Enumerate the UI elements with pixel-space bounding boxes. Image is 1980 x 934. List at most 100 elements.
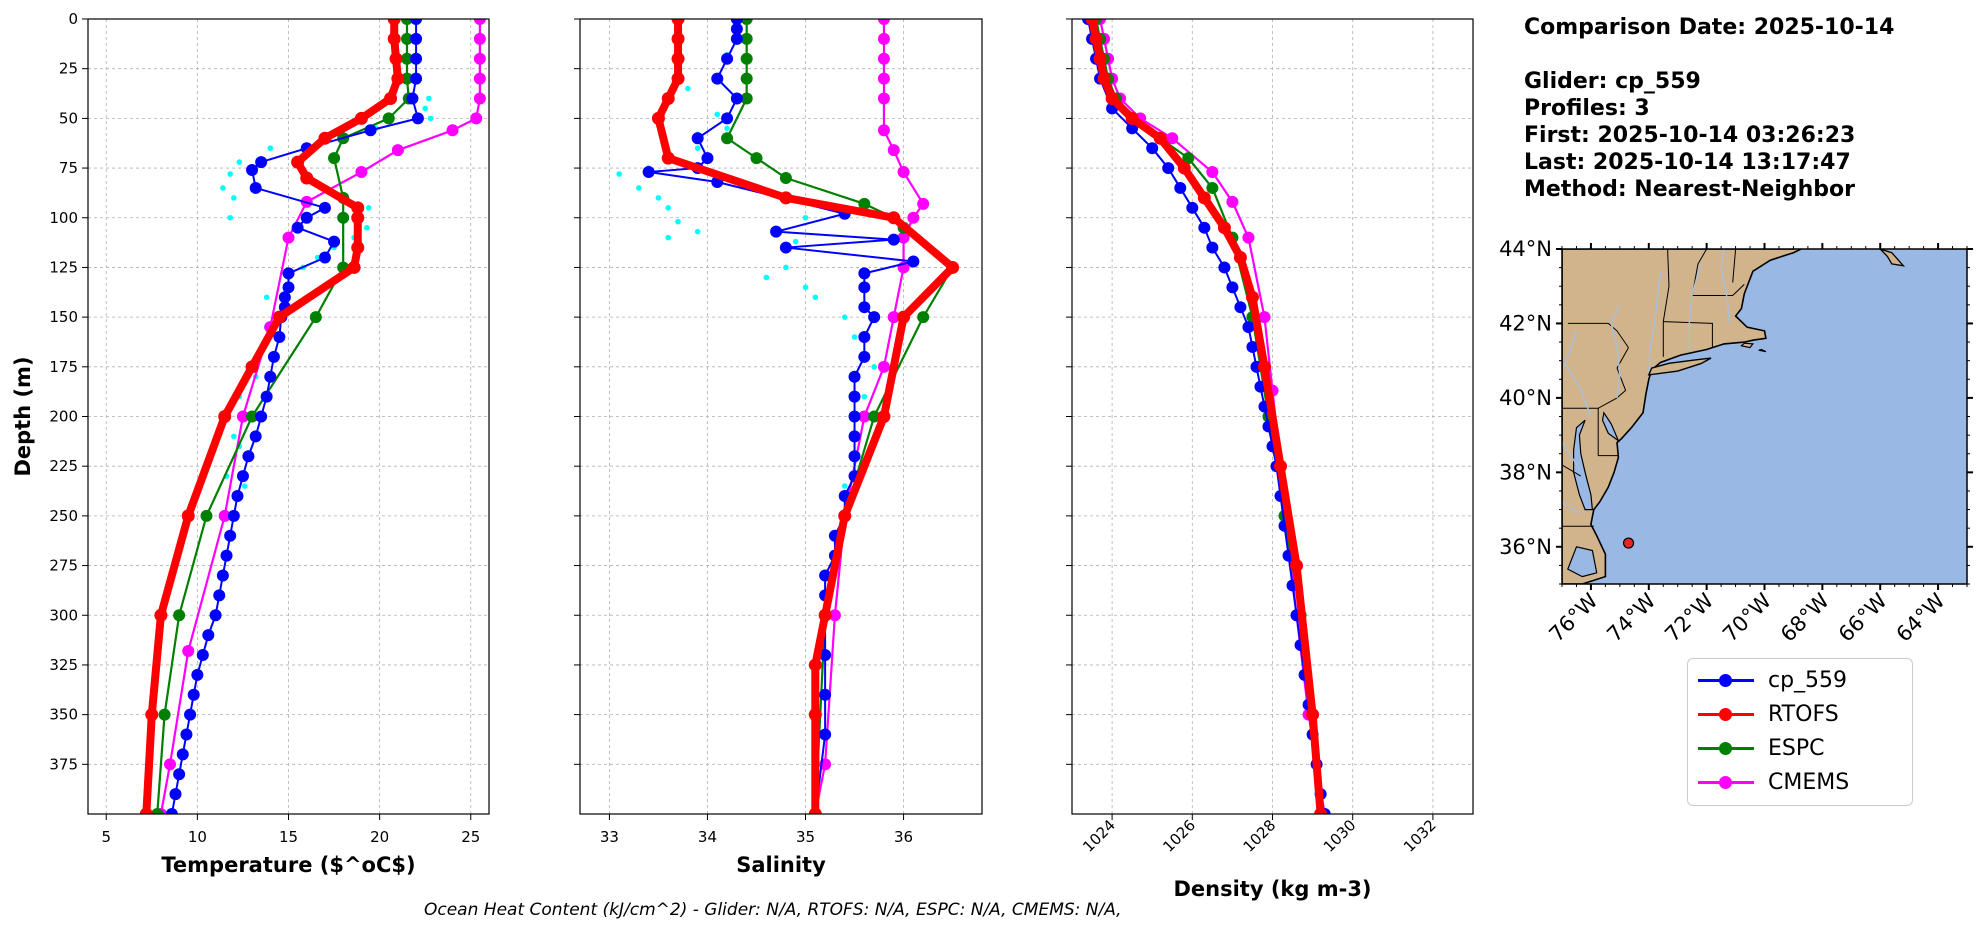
data-point xyxy=(184,708,197,721)
data-point xyxy=(858,331,871,343)
data-point xyxy=(278,291,291,304)
data-point xyxy=(1166,132,1179,145)
land-area xyxy=(1562,249,1803,584)
x-tick-label: 1030 xyxy=(1320,816,1360,856)
y-tick-label: 350 xyxy=(49,706,78,724)
data-point xyxy=(848,410,861,423)
data-point xyxy=(661,151,675,165)
legend-label: RTOFS xyxy=(1768,701,1839,727)
y-tick-label: 375 xyxy=(49,755,78,773)
data-point xyxy=(218,509,231,522)
data-point xyxy=(1105,92,1119,105)
data-point xyxy=(877,124,890,137)
data-point xyxy=(410,72,423,85)
data-point xyxy=(411,112,424,125)
data-point xyxy=(382,112,395,125)
data-point xyxy=(819,688,832,701)
data-point xyxy=(808,708,822,722)
data-point xyxy=(260,390,273,403)
data-point xyxy=(1233,251,1247,264)
data-point xyxy=(180,728,193,741)
data-point xyxy=(661,92,675,105)
x-tick-label: 10 xyxy=(188,828,207,846)
map-lon-label: 74°W xyxy=(1602,588,1660,646)
map-lon-label: 76°W xyxy=(1544,588,1602,646)
data-point xyxy=(387,32,401,46)
river xyxy=(1564,330,1592,417)
data-point xyxy=(740,32,753,45)
marthas-vineyard xyxy=(1740,342,1755,349)
data-point xyxy=(209,609,222,622)
data-point xyxy=(1290,559,1304,573)
y-tick-label: 0 xyxy=(68,10,78,28)
data-point xyxy=(1206,241,1219,254)
data-point xyxy=(391,72,405,86)
data-point xyxy=(691,132,704,145)
data-point xyxy=(354,111,368,125)
comparison-date: Comparison Date: 2025-10-14 xyxy=(1524,15,1895,40)
pamlico-sound xyxy=(1567,546,1598,578)
y-tick-label: 300 xyxy=(49,606,78,624)
data-point xyxy=(202,629,215,642)
data-point xyxy=(191,668,204,681)
raw-point xyxy=(231,195,237,201)
x-tick-label: 34 xyxy=(698,828,717,846)
data-point xyxy=(779,172,792,184)
data-point xyxy=(300,171,314,185)
data-point xyxy=(858,267,871,280)
map-lon-label: 66°W xyxy=(1834,588,1892,646)
raw-point xyxy=(871,364,877,370)
data-point xyxy=(848,390,861,403)
river xyxy=(1648,271,1662,372)
data-point xyxy=(173,768,186,781)
panel-1: 5 10 15 20 250255075100125150175200225250275… xyxy=(11,10,490,877)
data-point xyxy=(1182,152,1195,165)
data-point xyxy=(282,281,295,294)
data-point xyxy=(272,310,286,324)
series-cp559 xyxy=(165,19,424,814)
data-point xyxy=(337,211,350,224)
data-point xyxy=(255,410,268,423)
data-point xyxy=(1174,181,1187,194)
state-border xyxy=(1597,408,1619,457)
x-axis-label: Temperature ($^oC$) xyxy=(161,853,415,877)
data-point xyxy=(1177,161,1191,175)
data-point xyxy=(740,52,753,65)
panel-3: 1024 1026 1028 1030 1032 Density (kg m-3) xyxy=(1066,18,1474,901)
y-tick-label: 250 xyxy=(49,507,78,525)
data-point xyxy=(671,32,685,46)
legend-item-cp559: cp_559 xyxy=(1688,663,1847,697)
data-point xyxy=(187,688,200,701)
legend-item-espc: ESPC xyxy=(1688,731,1825,765)
ohc-text: Ocean Heat Content (kJ/cm^2) - Glider: N… xyxy=(424,900,1122,920)
data-point xyxy=(877,19,890,25)
legend-label: ESPC xyxy=(1768,735,1825,761)
data-point xyxy=(828,609,841,622)
data-point xyxy=(819,569,832,582)
legend: cp_559 RTOFS ESPC CMEMS xyxy=(1687,658,1913,806)
data-point xyxy=(282,267,295,280)
map-lon-label: 72°W xyxy=(1660,588,1718,646)
data-point xyxy=(877,32,890,45)
data-point xyxy=(220,549,233,562)
y-tick-label: 275 xyxy=(49,557,78,575)
data-point xyxy=(400,19,413,25)
data-point xyxy=(249,181,262,194)
glider-name: Glider: cp_559 xyxy=(1524,69,1701,94)
series-rtofs xyxy=(1085,19,1328,814)
data-point xyxy=(1093,52,1107,66)
data-point xyxy=(406,92,419,105)
data-point xyxy=(347,260,361,274)
data-point xyxy=(473,72,486,85)
data-point xyxy=(151,808,164,814)
legend-label: CMEMS xyxy=(1768,769,1850,795)
y-tick-label: 25 xyxy=(59,60,78,78)
data-point xyxy=(701,152,714,165)
raw-point xyxy=(802,284,809,291)
data-point xyxy=(730,32,743,45)
state-border xyxy=(1692,284,1745,296)
raw-point xyxy=(227,171,233,177)
data-point xyxy=(391,144,404,157)
map-lat-label: 38°N xyxy=(1499,460,1552,484)
raw-point xyxy=(685,85,691,92)
